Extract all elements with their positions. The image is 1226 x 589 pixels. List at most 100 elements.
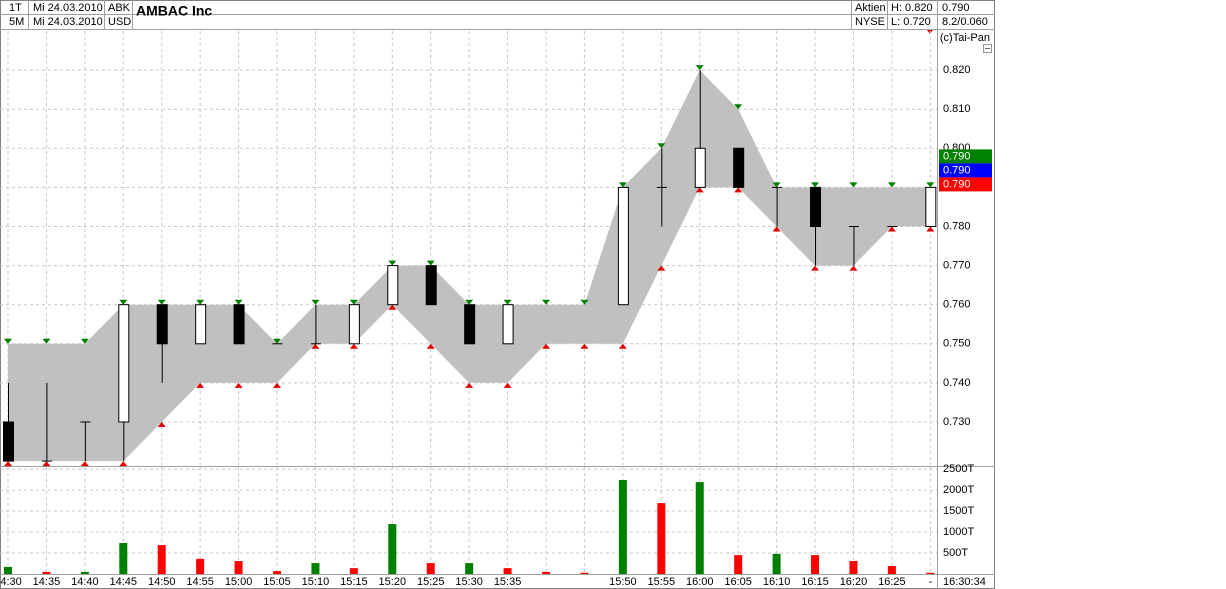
volume-bar — [4, 566, 12, 574]
lower-marker — [657, 265, 666, 271]
lower-marker — [42, 461, 51, 467]
price-tag-label: 0.790 — [943, 178, 971, 190]
upper-marker — [695, 65, 704, 71]
y-tick-label: 0.810 — [943, 103, 971, 115]
x-tick-label: 15:15 — [340, 576, 368, 588]
exchange: NYSE — [855, 16, 885, 28]
lower-marker — [273, 382, 282, 388]
lower-marker — [388, 304, 397, 310]
lower-marker — [311, 343, 320, 349]
upper-marker — [503, 299, 512, 305]
candle-body — [156, 304, 168, 345]
upper-marker — [349, 299, 358, 305]
upper-marker — [849, 182, 858, 188]
y-tick-label: 0.750 — [943, 338, 971, 350]
volume-bar — [811, 555, 820, 574]
lower-marker — [734, 187, 743, 193]
upper-marker — [426, 260, 435, 266]
candle-body — [387, 265, 399, 306]
volume-bar — [618, 480, 627, 574]
price-tag-label: 0.790 — [943, 164, 971, 176]
lower-marker — [542, 343, 551, 349]
candle-body — [348, 304, 360, 345]
window-frame — [0, 0, 995, 589]
x-tick-label: 14:50 — [148, 576, 176, 588]
x-tick-label: 15:05 — [263, 576, 291, 588]
lower-marker — [349, 343, 358, 349]
upper-marker — [4, 338, 12, 344]
interval: 1T — [9, 2, 22, 14]
x-tick-label: 15:30 — [455, 576, 483, 588]
y-tick-label: 2500T — [943, 463, 974, 475]
timestamp: 16:30:34 — [943, 576, 986, 588]
copyright: (c)Tai-Pan — [940, 32, 990, 44]
volume-bar — [887, 566, 896, 574]
x-tick-label: 16:00 — [686, 576, 714, 588]
lower-marker — [849, 265, 858, 271]
lower-marker — [119, 461, 128, 467]
x-tick-label: 15:00 — [225, 576, 253, 588]
change: 8.2/0.060 — [942, 16, 988, 28]
volume-bar — [542, 571, 551, 574]
lower-marker — [4, 461, 12, 467]
symbol: ABK — [108, 2, 131, 14]
upper-marker — [80, 338, 89, 344]
price-tag-label: 0.790 — [943, 150, 971, 162]
upper-marker — [887, 182, 896, 188]
volume-bar — [426, 563, 435, 574]
x-tick-label: 16:15 — [801, 576, 829, 588]
x-tick-label: 16:05 — [724, 576, 752, 588]
x-tick-label: 15:20 — [379, 576, 407, 588]
upper-marker — [234, 299, 243, 305]
instrument-name: AMBAC Inc — [136, 3, 212, 19]
x-tick-label: - — [928, 576, 932, 588]
lower-marker — [234, 382, 243, 388]
x-tick-label: 16:20 — [840, 576, 868, 588]
volume-bar — [234, 560, 243, 574]
x-tick-label: 16:10 — [763, 576, 791, 588]
lower-marker — [618, 343, 627, 349]
candle-body — [425, 265, 437, 306]
candle-body — [733, 147, 745, 188]
volume-bar — [657, 503, 666, 574]
lower-marker — [465, 382, 474, 388]
volume-bar — [926, 572, 935, 574]
lower-marker — [887, 226, 896, 232]
upper-marker — [465, 299, 474, 305]
candle-body — [502, 304, 514, 345]
lower-marker — [811, 265, 820, 271]
price-tag — [939, 149, 992, 164]
volume-bar — [349, 568, 358, 574]
y-tick-label: 0.740 — [943, 377, 971, 389]
volume-bar — [119, 542, 128, 574]
y-tick-label: 1500T — [943, 505, 974, 517]
upper-marker — [580, 299, 589, 305]
volume-bar — [734, 555, 743, 574]
upper-marker — [42, 338, 51, 344]
high: H: 0.820 — [891, 2, 933, 14]
lower-marker — [503, 382, 512, 388]
volume-bar — [80, 571, 89, 574]
lower-marker — [926, 226, 935, 232]
volume-bar — [196, 558, 205, 574]
volume-bar — [695, 482, 704, 574]
y-tick-label: 0.820 — [943, 64, 971, 76]
volume-bar — [503, 568, 512, 574]
y-tick-label: 0.760 — [943, 299, 971, 311]
x-tick-label: 14:30 — [0, 576, 22, 588]
lower-marker — [80, 461, 89, 467]
x-tick-label: 14:40 — [71, 576, 99, 588]
x-tick-label: 15:50 — [609, 576, 637, 588]
y-tick-label: 2000T — [943, 484, 974, 496]
interval: 5M — [9, 16, 24, 28]
upper-marker — [542, 299, 551, 305]
x-tick-label: 15:25 — [417, 576, 445, 588]
lower-marker — [426, 343, 435, 349]
price-tag — [939, 177, 992, 192]
upper-marker — [311, 299, 320, 305]
x-tick-label: 14:55 — [186, 576, 214, 588]
upper-marker — [196, 299, 205, 305]
y-tick-label: 0.770 — [943, 260, 971, 272]
upper-marker — [926, 182, 935, 188]
candle-body — [118, 304, 130, 423]
